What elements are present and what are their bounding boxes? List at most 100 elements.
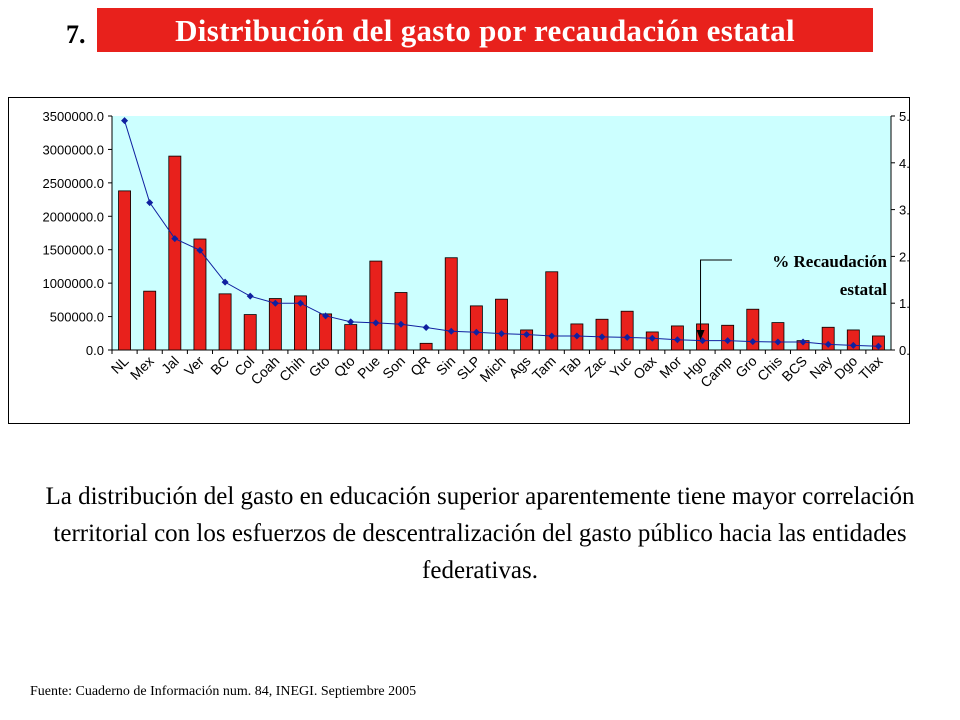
x-tick-label: Jal	[158, 353, 182, 377]
x-tick-label: Chis	[754, 353, 785, 384]
bar	[419, 342, 433, 351]
x-tick-label: Chih	[276, 353, 308, 385]
right-tick-label: 1.00	[899, 296, 909, 311]
line-point	[171, 235, 179, 243]
bar	[118, 190, 131, 351]
left-tick-label: 2500000.0	[43, 176, 104, 191]
x-tick-label: Nay	[806, 353, 835, 382]
line-point	[523, 331, 531, 339]
annotation-line1: % Recaudación	[772, 252, 887, 271]
left-tick-label: 3500000.0	[43, 109, 104, 124]
x-tick-label: Tam	[529, 353, 559, 383]
x-tick-label: SLP	[453, 353, 483, 383]
x-tick-label: Ver	[181, 353, 207, 379]
left-tick-label: 500000.0	[50, 310, 104, 325]
line-point	[271, 299, 279, 307]
annotation-arrowhead	[696, 330, 705, 340]
source-note: Fuente: Cuaderno de Información num. 84,…	[30, 684, 417, 699]
line-point	[799, 338, 807, 346]
line-point	[347, 318, 355, 326]
bar	[746, 308, 760, 351]
bar	[168, 155, 182, 351]
annotation-line2: estatal	[840, 280, 887, 299]
x-tick-label: Pue	[354, 353, 383, 382]
line-point	[548, 332, 556, 340]
line-point	[246, 292, 254, 300]
line-point	[221, 278, 229, 286]
bar	[771, 322, 785, 351]
x-tick-label: Oax	[630, 353, 659, 382]
line-point	[372, 319, 380, 327]
left-tick-label: 1500000.0	[43, 243, 104, 258]
bar	[344, 324, 358, 351]
left-tick-label: 1000000.0	[43, 276, 104, 291]
chart-frame: 0.0 500000.0 1000000.0 1500000.0 2000000.0 25…	[8, 97, 910, 424]
x-tick-label: Gto	[305, 353, 332, 380]
bar	[696, 323, 709, 351]
line-point	[598, 333, 606, 341]
combo-chart: 0.0 500000.0 1000000.0 1500000.0 2000000.0 25…	[43, 109, 909, 391]
right-tick-label: 4.00	[899, 156, 909, 171]
bar	[243, 314, 257, 351]
x-tick-label: Sin	[433, 353, 459, 379]
line-point	[724, 337, 732, 345]
line-point	[447, 327, 455, 335]
slide-number: 7.	[66, 20, 86, 49]
line-point	[146, 199, 154, 207]
line-point	[472, 328, 480, 336]
x-tick-label: Tlax	[856, 353, 886, 383]
slide-title: Distribución del gasto por recaudación e…	[175, 13, 795, 48]
bar	[495, 298, 508, 351]
bar	[143, 290, 157, 351]
line-point	[648, 334, 656, 342]
left-tick-label: 3000000.0	[43, 142, 104, 157]
line-point	[196, 246, 204, 254]
line-point	[422, 324, 430, 332]
title-bar: Distribución del gasto por recaudación e…	[97, 8, 873, 52]
x-tick-label: Coah	[247, 353, 282, 388]
bar	[545, 271, 559, 351]
bar	[620, 310, 634, 351]
line-point	[774, 338, 782, 346]
bar	[444, 257, 458, 351]
right-tick-label: 5.00	[899, 109, 909, 124]
left-tick-label: 2000000.0	[43, 209, 104, 224]
x-tick-label: Zac	[581, 353, 609, 381]
left-tick-label: 0.0	[86, 343, 104, 358]
right-tick-label: 0.00	[899, 343, 909, 358]
line-point	[749, 338, 757, 346]
line-point	[623, 333, 631, 341]
line-point	[874, 342, 882, 350]
x-tick-label: Mich	[476, 353, 508, 385]
bar	[469, 305, 483, 351]
x-tick-label: Yuc	[606, 353, 634, 381]
line-point	[498, 330, 505, 338]
x-tick-label: Mex	[127, 353, 157, 383]
x-tick-label: BC	[207, 353, 232, 378]
bar	[218, 293, 232, 351]
line-point	[849, 341, 857, 349]
line-point	[322, 312, 330, 320]
line-point	[296, 299, 304, 307]
x-tick-label: Mor	[656, 353, 685, 382]
x-tick-label: Dgo	[831, 353, 861, 383]
x-tick-label: Gro	[732, 353, 760, 381]
line-point	[397, 320, 405, 328]
line-point	[121, 117, 129, 125]
x-tick-label: QR	[407, 353, 433, 379]
bar	[369, 260, 383, 351]
right-tick-label: 2.00	[899, 249, 909, 264]
x-tick-label: Son	[379, 353, 408, 382]
x-tick-label: Ags	[505, 353, 533, 381]
annotation-leader-line	[700, 259, 732, 333]
bar	[193, 238, 207, 351]
line-point	[673, 336, 681, 344]
bar	[294, 295, 307, 351]
x-tick-label: Qto	[331, 353, 358, 380]
x-tick-label: BCS	[778, 353, 810, 385]
line-point	[573, 332, 581, 340]
line-point	[824, 340, 832, 348]
x-tick-label: Tab	[557, 353, 584, 380]
right-tick-label: 3.00	[899, 203, 909, 218]
bar	[268, 298, 282, 351]
